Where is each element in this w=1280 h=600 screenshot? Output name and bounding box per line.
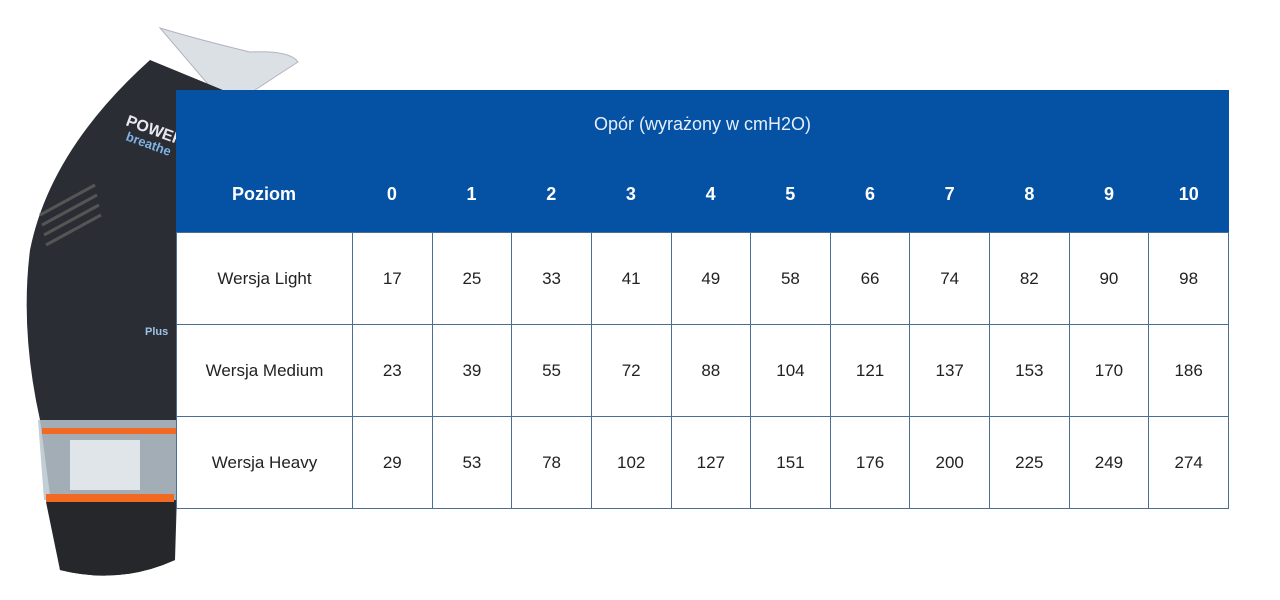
table-row: Wersja Medium 23 39 55 72 88 104 121 137 153 170 18… xyxy=(176,324,1229,417)
table-cell: 225 xyxy=(989,416,1070,509)
table-row: Wersja Heavy 29 53 78 102 127 151 176 200 225 249 2… xyxy=(176,416,1229,509)
table-cell: 78 xyxy=(511,416,592,509)
row-header-label: Poziom xyxy=(231,184,296,204)
level-header: 5 xyxy=(785,184,796,204)
level-header: 2 xyxy=(546,184,557,204)
table-cell: 88 xyxy=(670,324,752,417)
table-cell: 29 xyxy=(352,416,433,509)
level-header: 7 xyxy=(944,184,955,204)
table-cell: 127 xyxy=(670,416,752,509)
level-header: 3 xyxy=(625,184,636,204)
table-cell: 176 xyxy=(829,416,911,509)
level-header: 10 xyxy=(1178,184,1199,204)
table-row: Wersja Light 17 25 33 41 49 58 66 74 82 90 98 xyxy=(176,232,1229,325)
level-header: 8 xyxy=(1024,184,1035,204)
table-cell: 55 xyxy=(511,324,592,417)
table-cell: 90 xyxy=(1068,232,1150,325)
table-body: Wersja Light 17 25 33 41 49 58 66 74 82 90 98 Wersja… xyxy=(176,232,1229,509)
table-cell: 104 xyxy=(750,324,831,417)
table-cell: 121 xyxy=(829,324,911,417)
table-cell: 170 xyxy=(1068,324,1150,417)
table-cell: 82 xyxy=(989,232,1070,325)
resistance-table: Opór (wyrażony w cmH2O) Poziom 0 1 2 3 4… xyxy=(176,90,1229,509)
table-cell: 98 xyxy=(1148,232,1229,325)
level-header: 4 xyxy=(705,184,716,204)
svg-text:Plus: Plus xyxy=(145,326,168,338)
table-cell: 39 xyxy=(431,324,513,417)
table-cell: 58 xyxy=(750,232,831,325)
level-header-row: Poziom 0 1 2 3 4 5 6 7 8 9 10 xyxy=(176,184,1229,205)
table-cell: 151 xyxy=(750,416,831,509)
table-cell: 72 xyxy=(590,324,672,417)
table-cell: 186 xyxy=(1148,324,1229,417)
table-cell: 102 xyxy=(590,416,672,509)
table-cell: 274 xyxy=(1148,416,1229,509)
row-label: Wersja Medium xyxy=(176,324,353,417)
row-label: Wersja Light xyxy=(176,232,353,325)
table-cell: 49 xyxy=(670,232,752,325)
table-cell: 41 xyxy=(590,232,672,325)
level-header: 6 xyxy=(864,184,875,204)
table-cell: 249 xyxy=(1068,416,1150,509)
table-cell: 74 xyxy=(909,232,990,325)
table-cell: 23 xyxy=(352,324,433,417)
table-cell: 33 xyxy=(511,232,592,325)
table-title: Opór (wyrażony w cmH2O) xyxy=(593,114,812,134)
row-label: Wersja Heavy xyxy=(176,416,353,509)
table-cell: 25 xyxy=(431,232,513,325)
table-cell: 200 xyxy=(909,416,990,509)
table-cell: 66 xyxy=(829,232,911,325)
table-cell: 137 xyxy=(909,324,990,417)
table-cell: 53 xyxy=(431,416,513,509)
level-header: 0 xyxy=(386,184,397,204)
table-cell: 153 xyxy=(989,324,1070,417)
table-cell: 17 xyxy=(352,232,433,325)
table-header: Opór (wyrażony w cmH2O) Poziom 0 1 2 3 4… xyxy=(176,90,1229,232)
level-header: 1 xyxy=(466,184,477,204)
level-header: 9 xyxy=(1104,184,1115,204)
